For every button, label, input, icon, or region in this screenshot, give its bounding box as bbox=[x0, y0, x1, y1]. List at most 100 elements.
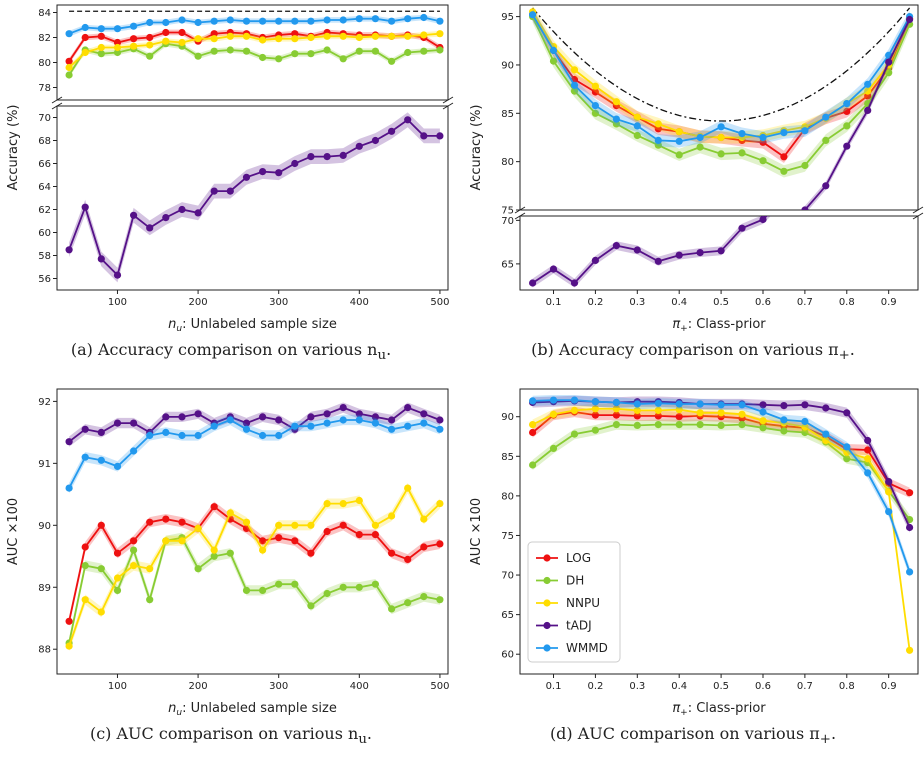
chart-d-point-NNPU bbox=[675, 406, 683, 414]
chart-b-point-tADJ bbox=[822, 182, 830, 190]
chart-d-point-DH bbox=[780, 427, 788, 435]
chart-c-point-WMMD bbox=[65, 484, 73, 492]
chart-a-point-LOG bbox=[178, 28, 186, 37]
chart-a-point-NNPU bbox=[162, 37, 170, 45]
chart-a-ytick-label: 70 bbox=[38, 113, 51, 124]
chart-d-ytick-label: 70 bbox=[501, 571, 514, 582]
chart-a-point-NNPU bbox=[81, 48, 89, 57]
chart-b-point-LOG bbox=[843, 107, 851, 115]
chart-c-xlabel-rest: : Unlabeled sample size bbox=[182, 701, 337, 716]
chart-a-ytick-label: 68 bbox=[38, 136, 51, 147]
chart-d-point-DH bbox=[717, 421, 725, 429]
chart-a-point-DH bbox=[65, 71, 73, 79]
chart-c-point-tADJ bbox=[242, 419, 251, 427]
chart-c-point-NNPU bbox=[275, 521, 283, 529]
chart-a-point-LOG bbox=[130, 35, 138, 43]
chart-a-point-NNPU bbox=[339, 32, 347, 40]
chart-a-point-DH bbox=[420, 47, 428, 55]
chart-b-line-tADJ bbox=[532, 216, 768, 285]
chart-c-point-NNPU bbox=[307, 521, 315, 529]
chart-a-point-NNPU bbox=[371, 32, 379, 40]
chart-b-frame-top bbox=[519, 4, 919, 211]
chart-b-point-DH bbox=[549, 57, 558, 65]
legend-marker-DH bbox=[543, 576, 551, 585]
chart-c-point-DH bbox=[259, 586, 267, 594]
chart-d-point-LOG bbox=[529, 428, 537, 437]
chart-d-xtick-label: 0.7 bbox=[797, 681, 813, 692]
chart-d-point-WMMD bbox=[570, 396, 579, 404]
chart-c-point-tADJ bbox=[307, 413, 315, 421]
chart-c-point-DH bbox=[339, 583, 347, 591]
chart-c-point-DH bbox=[146, 596, 154, 604]
legend-marker-tADJ bbox=[543, 621, 551, 630]
chart-b-point-tADJ bbox=[759, 254, 766, 261]
chart-c-point-WMMD bbox=[178, 431, 186, 440]
chart-c-point-LOG bbox=[97, 521, 105, 529]
chart-a-point-tADJ bbox=[210, 187, 218, 195]
chart-d-point-DH bbox=[696, 421, 704, 429]
chart-b-ytick-label: 70 bbox=[501, 216, 514, 227]
chart-b-frame-bottom bbox=[519, 215, 919, 291]
chart-b-point-tADJ bbox=[906, 15, 914, 24]
legend-marker-LOG bbox=[543, 554, 551, 562]
chart-c-point-NNPU bbox=[210, 546, 218, 554]
chart-d-xtick-label: 0.5 bbox=[713, 681, 729, 692]
chart-b-point-tADJ bbox=[550, 309, 557, 316]
chart-d-xtick-label: 0.4 bbox=[671, 681, 687, 692]
chart-c-point-DH bbox=[307, 602, 315, 610]
chart-a-point-tADJ bbox=[194, 209, 202, 217]
chart-c-point-DH bbox=[275, 580, 283, 588]
chart-d-caption: (d) AUC comparison on various π+. bbox=[462, 724, 924, 747]
chart-a-point-WMMD bbox=[81, 23, 89, 32]
chart-c-point-DH bbox=[210, 552, 218, 560]
chart-a-point-NNPU bbox=[259, 36, 267, 44]
chart-c-point-tADJ bbox=[355, 410, 363, 418]
chart-b-point-tADJ bbox=[633, 246, 641, 254]
chart-d-xlabel-sub: + bbox=[680, 708, 688, 718]
chart-c-point-WMMD bbox=[436, 425, 444, 433]
chart-c-point-DH bbox=[97, 565, 105, 573]
chart-b-point-WMMD bbox=[675, 137, 683, 145]
chart-a-point-NNPU bbox=[275, 35, 283, 43]
chart-c-xtick-label: 200 bbox=[189, 681, 208, 692]
chart-d-xlabel-var: π bbox=[672, 701, 680, 716]
chart-a-point-tADJ bbox=[371, 136, 379, 145]
chart-d-point-WMMD bbox=[843, 443, 851, 451]
chart-c-point-LOG bbox=[323, 527, 331, 536]
chart-a-point-WMMD bbox=[259, 17, 267, 25]
chart-b-xtick-label: 0.7 bbox=[797, 297, 813, 308]
chart-b-point-WMMD bbox=[696, 133, 704, 142]
chart-c-ytick-label: 91 bbox=[38, 459, 51, 470]
chart-a-point-tADJ bbox=[178, 205, 186, 214]
chart-d-point-NNPU bbox=[822, 436, 830, 445]
chart-c-point-NNPU bbox=[81, 596, 89, 604]
chart-a-point-DH bbox=[97, 50, 105, 58]
chart-a-point-tADJ bbox=[226, 187, 234, 195]
chart-a-point-DH bbox=[371, 47, 379, 55]
chart-c-point-DH bbox=[113, 586, 122, 594]
chart-c-point-tADJ bbox=[371, 413, 379, 421]
chart-a-point-WMMD bbox=[162, 18, 170, 27]
chart-c-band-tADJ bbox=[69, 402, 440, 447]
chart-a-point-NNPU bbox=[65, 63, 73, 72]
chart-a-caption-subscript: u bbox=[377, 348, 387, 364]
chart-panel-d: 60 65 70 75 80 85 90 0.1 0.2 0.3 0.4 0.5 0.6 0.7 0.8 0.… bbox=[462, 384, 924, 768]
chart-b-point-tADJ bbox=[738, 264, 745, 271]
chart-a-point-NNPU bbox=[436, 30, 444, 38]
chart-b-point-tADJ bbox=[738, 224, 746, 232]
chart-b-point-DH bbox=[843, 122, 851, 130]
legend-label-LOG: LOG bbox=[566, 551, 591, 565]
chart-d-point-WMMD bbox=[885, 508, 893, 516]
chart-c-xtick-label: 300 bbox=[269, 681, 288, 692]
chart-c-point-tADJ bbox=[113, 419, 122, 427]
chart-a-point-WMMD bbox=[97, 25, 105, 33]
chart-d-series-WMMD bbox=[529, 395, 914, 577]
chart-c-point-tADJ bbox=[323, 410, 331, 418]
chart-a-ytick-label: 84 bbox=[38, 8, 51, 19]
chart-a-point-LOG bbox=[65, 57, 73, 65]
chart-a-axis-break-left bbox=[51, 96, 63, 104]
chart-a-ytick-label: 56 bbox=[38, 274, 51, 285]
chart-b-point-WMMD bbox=[717, 123, 725, 131]
chart-a-point-NNPU bbox=[194, 35, 202, 43]
chart-b-xtick-label: 0.3 bbox=[629, 297, 645, 308]
